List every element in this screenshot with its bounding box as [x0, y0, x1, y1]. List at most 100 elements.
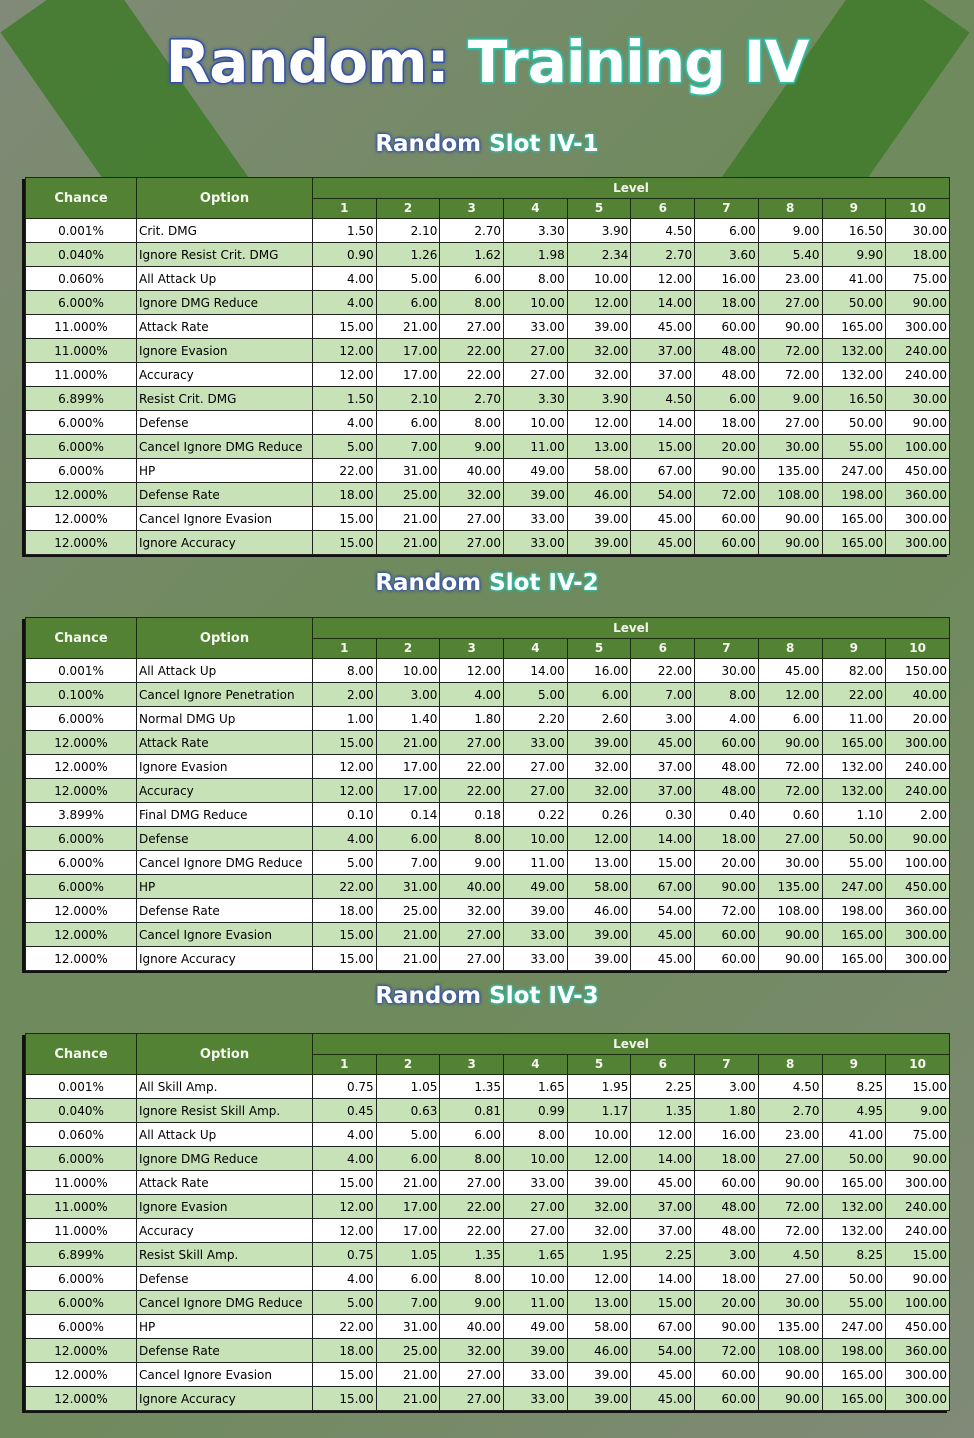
level-value-cell: 132.00 — [821, 1218, 887, 1243]
level-value-cell: 12.00 — [630, 1122, 696, 1147]
level-value-cell: 60.00 — [694, 730, 759, 755]
table-row: 12.000% Ignore Accuracy 15.00 21.00 27.00 33.… — [25, 1386, 950, 1411]
level-value-cell: 1.35 — [630, 1098, 696, 1123]
level-value-cell: 3.60 — [694, 242, 759, 267]
section-title-b: Slot IV-2 — [489, 570, 599, 596]
level-value-cell: 27.00 — [439, 1362, 505, 1387]
level-value-cell: 25.00 — [375, 898, 441, 923]
level-value-cell: 37.00 — [630, 754, 696, 779]
level-value-cell: 16.00 — [694, 266, 759, 291]
header-level-number: 4 — [503, 197, 568, 219]
level-value-cell: 4.00 — [312, 410, 377, 435]
header-level-number: 6 — [630, 637, 696, 659]
level-value-cell: 0.45 — [312, 1098, 377, 1123]
level-value-cell: 3.00 — [694, 1074, 759, 1099]
header-level-number: 3 — [439, 1053, 505, 1075]
level-value-cell: 90.00 — [757, 530, 823, 555]
level-value-cell: 5.40 — [757, 242, 823, 267]
level-value-cell: 39.00 — [566, 1362, 632, 1387]
level-value-cell: 1.98 — [503, 242, 568, 267]
option-cell: Cancel Ignore DMG Reduce — [136, 1290, 313, 1315]
level-value-cell: 58.00 — [566, 1314, 632, 1339]
level-value-cell: 22.00 — [312, 458, 377, 483]
level-value-cell: 39.00 — [503, 1338, 568, 1363]
level-value-cell: 240.00 — [885, 1218, 950, 1243]
table-row: 6.000% Ignore DMG Reduce 4.00 6.00 8.00 10.00… — [25, 1146, 950, 1171]
level-value-cell: 17.00 — [375, 1218, 441, 1243]
level-value-cell: 32.00 — [566, 362, 632, 387]
level-value-cell: 50.00 — [821, 290, 887, 315]
level-value-cell: 165.00 — [821, 946, 887, 971]
level-value-cell: 17.00 — [375, 362, 441, 387]
level-value-cell: 8.00 — [439, 410, 505, 435]
level-value-cell: 360.00 — [885, 1338, 950, 1363]
level-value-cell: 50.00 — [821, 826, 887, 851]
level-value-cell: 12.00 — [566, 826, 632, 851]
table-row: 0.001% Crit. DMG 1.50 2.10 2.70 3.30 3.90 4.50 6… — [25, 218, 950, 243]
level-value-cell: 45.00 — [630, 730, 696, 755]
level-value-cell: 0.10 — [312, 802, 377, 827]
level-value-cell: 100.00 — [885, 434, 950, 459]
header-chance: Chance — [25, 617, 137, 659]
level-value-cell: 22.00 — [312, 1314, 377, 1339]
level-value-cell: 20.00 — [694, 1290, 759, 1315]
level-value-cell: 1.95 — [566, 1074, 632, 1099]
level-value-cell: 198.00 — [821, 1338, 887, 1363]
level-value-cell: 6.00 — [439, 266, 505, 291]
level-value-cell: 33.00 — [503, 530, 568, 555]
level-value-cell: 1.05 — [375, 1074, 441, 1099]
level-value-cell: 15.00 — [312, 506, 377, 531]
level-value-cell: 0.63 — [375, 1098, 441, 1123]
option-cell: HP — [136, 458, 313, 483]
option-cell: Ignore Evasion — [136, 754, 313, 779]
chance-cell: 0.060% — [25, 266, 137, 291]
option-cell: Ignore DMG Reduce — [136, 1146, 313, 1171]
table-row: 0.060% All Attack Up 4.00 5.00 6.00 8.00 10.00… — [25, 1122, 950, 1147]
level-value-cell: 25.00 — [375, 1338, 441, 1363]
table-row: 6.000% Cancel Ignore DMG Reduce 5.00 7.00 9.… — [25, 1290, 950, 1315]
option-cell: Defense — [136, 826, 313, 851]
level-value-cell: 4.00 — [312, 1122, 377, 1147]
option-cell: Ignore Accuracy — [136, 946, 313, 971]
level-value-cell: 15.00 — [312, 1386, 377, 1411]
level-value-cell: 90.00 — [757, 1170, 823, 1195]
level-value-cell: 39.00 — [566, 506, 632, 531]
table-row: 0.001% All Skill Amp. 0.75 1.05 1.35 1.65 1.95… — [25, 1074, 950, 1099]
section-title-b: Slot IV-3 — [489, 983, 599, 1009]
chance-cell: 11.000% — [25, 314, 137, 339]
level-value-cell: 1.35 — [439, 1242, 505, 1267]
level-value-cell: 9.00 — [439, 434, 505, 459]
level-value-cell: 300.00 — [885, 530, 950, 555]
level-value-cell: 8.00 — [503, 266, 568, 291]
option-cell: Cancel Ignore DMG Reduce — [136, 434, 313, 459]
level-value-cell: 132.00 — [821, 778, 887, 803]
level-value-cell: 3.30 — [503, 218, 568, 243]
level-value-cell: 75.00 — [885, 266, 950, 291]
level-value-cell: 48.00 — [694, 338, 759, 363]
level-value-cell: 6.00 — [375, 1266, 441, 1291]
level-value-cell: 45.00 — [630, 530, 696, 555]
level-value-cell: 3.90 — [566, 386, 632, 411]
header-level-number: 1 — [312, 637, 377, 659]
table-row: 0.040% Ignore Resist Crit. DMG 0.90 1.26 1.6… — [25, 242, 950, 267]
level-value-cell: 132.00 — [821, 362, 887, 387]
level-value-cell: 46.00 — [566, 482, 632, 507]
level-value-cell: 4.00 — [312, 290, 377, 315]
level-value-cell: 0.60 — [757, 802, 823, 827]
header-level-number: 9 — [821, 637, 887, 659]
level-value-cell: 4.50 — [630, 218, 696, 243]
level-value-cell: 10.00 — [503, 826, 568, 851]
level-value-cell: 22.00 — [630, 658, 696, 683]
level-value-cell: 16.00 — [566, 658, 632, 683]
level-value-cell: 240.00 — [885, 754, 950, 779]
level-value-cell: 12.00 — [312, 1194, 377, 1219]
option-cell: HP — [136, 1314, 313, 1339]
option-cell: Ignore Resist Skill Amp. — [136, 1098, 313, 1123]
header-level-number: 7 — [694, 1053, 759, 1075]
table-row: 6.000% Defense 4.00 6.00 8.00 10.00 12.00 14.00… — [25, 826, 950, 851]
level-value-cell: 90.00 — [885, 1146, 950, 1171]
level-value-cell: 12.00 — [312, 338, 377, 363]
level-value-cell: 45.00 — [757, 658, 823, 683]
level-value-cell: 1.17 — [566, 1098, 632, 1123]
level-value-cell: 40.00 — [885, 682, 950, 707]
